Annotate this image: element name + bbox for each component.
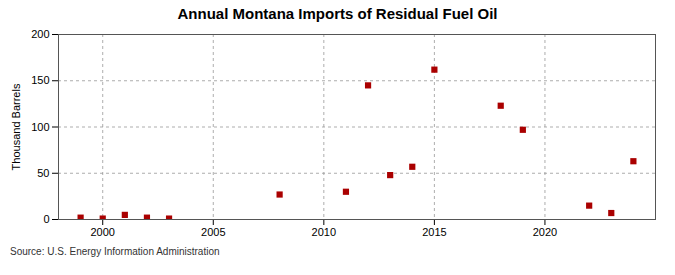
svg-text:200: 200: [31, 28, 49, 40]
svg-text:0: 0: [43, 213, 49, 225]
svg-text:2010: 2010: [312, 226, 336, 238]
svg-text:2005: 2005: [201, 226, 225, 238]
svg-text:100: 100: [31, 121, 49, 133]
svg-text:150: 150: [31, 74, 49, 86]
html-text:Annual Montana Imports of Resi: Annual Montana Imports of Residual Fuel …: [177, 5, 498, 22]
svg-text:2015: 2015: [422, 226, 446, 238]
svg-text:50: 50: [37, 167, 49, 179]
html-text:Source: U.S. Energy Informatio: Source: U.S. Energy Information Administ…: [10, 246, 220, 257]
svg-text:Thousand Barrels: Thousand Barrels: [10, 83, 22, 170]
svg-text:2000: 2000: [90, 226, 114, 238]
svg-text:2020: 2020: [533, 226, 557, 238]
